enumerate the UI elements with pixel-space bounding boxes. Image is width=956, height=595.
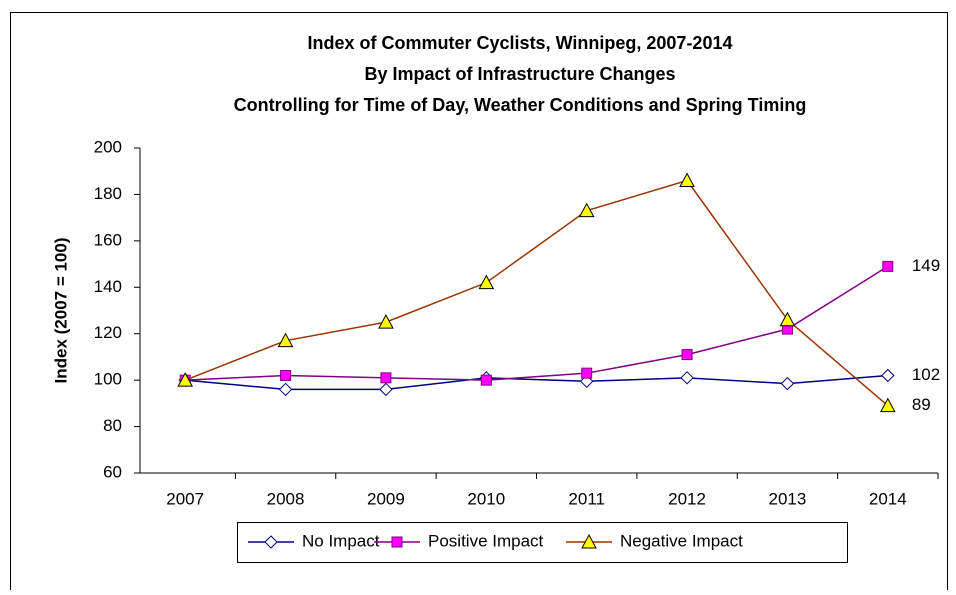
marker [581, 533, 597, 549]
x-tick-label: 2014 [869, 489, 907, 508]
series: 89 [177, 172, 931, 414]
marker [581, 367, 593, 379]
marker [882, 260, 894, 272]
y-tick-label: 180 [94, 184, 122, 203]
marker [378, 314, 394, 329]
marker [480, 374, 492, 386]
marker [578, 202, 595, 218]
chart-title: By Impact of Infrastructure Changes [364, 64, 675, 84]
x-tick-label: 2010 [467, 489, 505, 508]
data-label: 89 [912, 395, 931, 414]
legend: No Impact Positive Impact Negative Impact [237, 522, 848, 563]
chart-title: Index of Commuter Cyclists, Winnipeg, 20… [308, 33, 733, 53]
y-tick-label: 120 [94, 323, 122, 342]
marker [379, 382, 393, 397]
x-tick-label: 2007 [166, 489, 204, 508]
legend-box [237, 522, 848, 563]
marker [278, 382, 293, 397]
series: 149 [179, 256, 940, 386]
marker [380, 372, 392, 384]
marker [277, 332, 294, 348]
marker [391, 536, 403, 548]
x-tick-label: 2011 [568, 489, 605, 508]
data-label: 102 [912, 365, 940, 384]
marker [879, 397, 896, 413]
y-tick-label: 80 [103, 416, 122, 435]
marker [478, 274, 495, 290]
marker [780, 376, 795, 391]
series-line [185, 374, 888, 391]
y-tick-label: 100 [94, 370, 122, 389]
x-tick-label: 2012 [668, 489, 706, 508]
y-tick-label: 200 [94, 137, 122, 156]
series-line [184, 179, 889, 407]
marker [881, 368, 895, 383]
marker [680, 371, 694, 385]
series-line [185, 265, 889, 381]
y-tick-label: 140 [94, 277, 122, 296]
legend-label: Negative Impact [620, 531, 743, 550]
y-tick-label: 160 [94, 230, 122, 249]
legend-label: No Impact [302, 531, 380, 550]
x-tick-label: 2013 [769, 489, 807, 508]
chart-title: Controlling for Time of Day, Weather Con… [234, 95, 807, 115]
x-tick-label: 2009 [367, 489, 405, 508]
chart-frame [10, 12, 948, 595]
legend-label: Positive Impact [428, 531, 544, 550]
marker [264, 535, 278, 549]
x-tick-label: 2008 [267, 489, 305, 508]
y-tick-label: 60 [103, 462, 122, 481]
marker [679, 172, 695, 187]
y-axis-title: Index (2007 = 100) [51, 237, 70, 383]
marker [779, 311, 796, 327]
marker [681, 349, 693, 361]
data-label: 149 [912, 256, 940, 275]
marker [280, 370, 292, 381]
marker [177, 372, 194, 387]
